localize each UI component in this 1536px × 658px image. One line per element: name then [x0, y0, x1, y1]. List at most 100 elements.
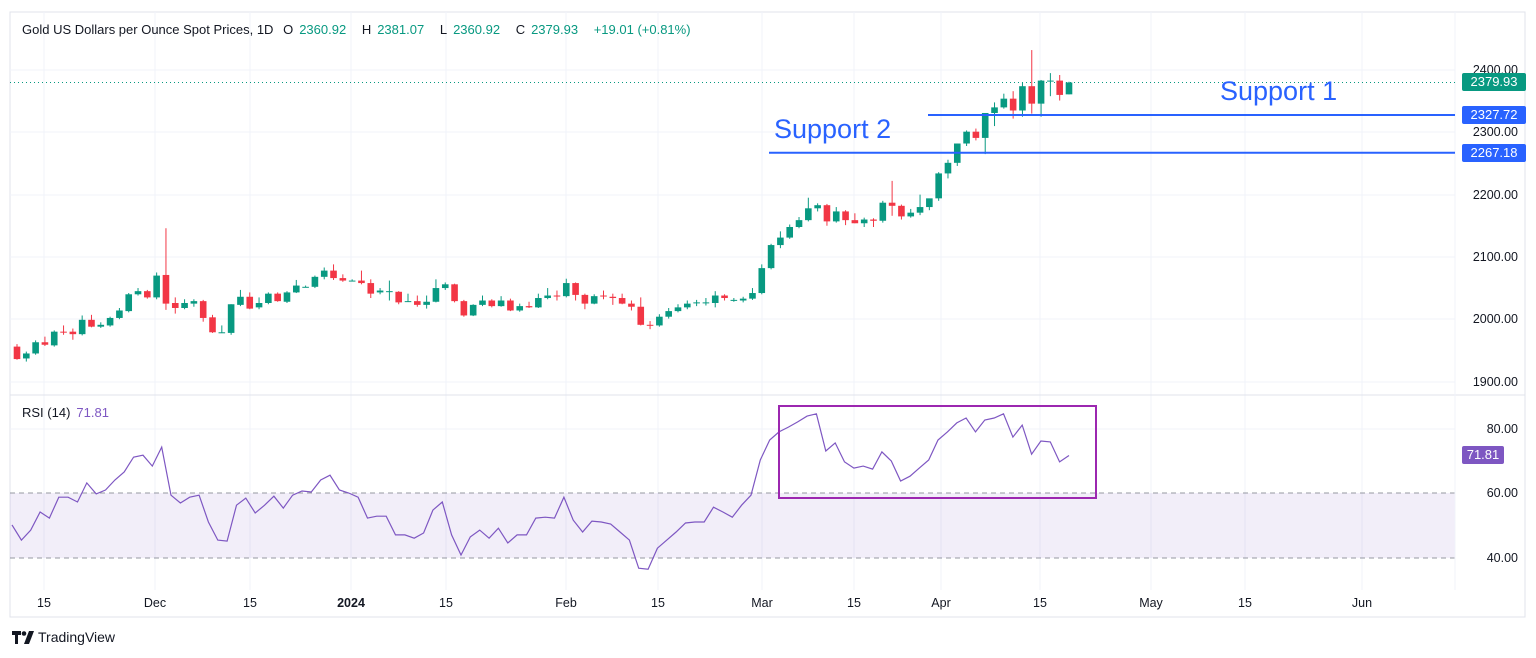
candle: [265, 292, 272, 305]
candle-body: [32, 342, 39, 354]
candle-body: [730, 299, 738, 301]
tradingview-logo[interactable]: TradingView: [12, 629, 115, 645]
rsi-highlight-box[interactable]: [778, 405, 1097, 499]
candle: [628, 300, 635, 311]
candle-body: [507, 300, 514, 311]
candle: [749, 288, 756, 300]
candle-body: [1037, 80, 1045, 104]
candle: [218, 325, 226, 334]
tradingview-logo-icon: [12, 630, 34, 644]
price-tick: 2200.00: [1472, 188, 1518, 202]
candle: [600, 290, 607, 300]
symbol-title: Gold US Dollars per Ounce Spot Prices, 1…: [22, 22, 274, 37]
candle: [535, 293, 542, 308]
candle: [441, 282, 449, 290]
rsi-line: [11, 412, 1070, 570]
candle-body: [860, 219, 868, 224]
time-tick: Dec: [143, 596, 167, 610]
candle-body: [823, 205, 831, 222]
candle-body: [320, 270, 328, 277]
candle-body: [600, 295, 607, 297]
support-2-label[interactable]: Support 2: [774, 114, 892, 144]
candle-body: [888, 202, 896, 206]
candle: [181, 299, 188, 310]
candle-body: [1028, 86, 1036, 104]
candle-body: [991, 107, 998, 113]
candle: [488, 299, 496, 308]
price-tick: 2100.00: [1472, 250, 1518, 264]
candle-body: [1009, 98, 1017, 111]
candle: [786, 224, 794, 239]
candle: [814, 203, 821, 212]
candle: [590, 294, 598, 305]
low-label: L: [439, 22, 448, 37]
chart-frame: [9, 11, 1526, 618]
candle: [842, 210, 849, 226]
candle: [898, 204, 905, 220]
candle-body: [404, 301, 412, 303]
candle-body: [292, 285, 300, 293]
candle-body: [386, 291, 393, 293]
candle: [162, 228, 170, 310]
candle: [674, 304, 682, 313]
candle-body: [916, 207, 924, 213]
candle-body: [479, 300, 486, 305]
candle: [144, 289, 151, 299]
candle: [1065, 81, 1073, 95]
candle-body: [842, 211, 849, 221]
time-tick: 15: [1033, 596, 1047, 610]
candle-body: [553, 295, 561, 297]
candle: [423, 295, 430, 309]
candle-body: [339, 278, 347, 281]
candle: [953, 143, 961, 166]
candles: [13, 50, 1073, 362]
candle: [497, 296, 505, 307]
candle-body: [497, 300, 505, 307]
time-tick: 2024: [337, 596, 365, 610]
candle: [255, 297, 263, 310]
candle: [1047, 73, 1054, 97]
candle-body: [656, 316, 663, 326]
candle: [414, 295, 421, 307]
candle-body: [423, 301, 430, 305]
candle: [758, 264, 766, 295]
candle-body: [41, 342, 49, 345]
candle: [870, 218, 877, 227]
candle-body: [227, 304, 235, 333]
candle: [348, 279, 356, 282]
candle-body: [60, 331, 67, 333]
candle: [50, 330, 58, 347]
candle-body: [1056, 80, 1063, 95]
candle: [367, 279, 375, 299]
candle: [860, 217, 868, 227]
candle: [237, 289, 244, 307]
candle: [581, 293, 589, 310]
candle: [311, 275, 319, 289]
rsi-value: 71.81: [76, 405, 109, 420]
candle: [507, 298, 514, 312]
candle: [618, 293, 626, 305]
support-1-label[interactable]: Support 1: [1220, 76, 1338, 106]
candle-body: [832, 211, 840, 222]
candle: [78, 315, 86, 336]
change-value: +19.01 (+0.81%): [593, 22, 691, 37]
rsi-band: [10, 493, 1455, 558]
candle-body: [898, 205, 905, 217]
high-value: 2381.07: [377, 22, 425, 37]
candle-body: [646, 324, 654, 326]
candle-body: [711, 295, 719, 304]
price-tick: 2300.00: [1472, 125, 1518, 139]
candle: [637, 297, 645, 326]
rsi-label: RSI (14): [22, 405, 71, 420]
candle-body: [265, 293, 272, 304]
candle: [907, 208, 915, 218]
candle-body: [116, 310, 123, 318]
grid: [10, 12, 1455, 590]
candle: [1028, 50, 1036, 114]
candle-body: [199, 301, 207, 318]
open-value: 2360.92: [299, 22, 347, 37]
candle: [656, 314, 663, 327]
candle-body: [749, 293, 756, 299]
time-tick: May: [1139, 596, 1163, 610]
